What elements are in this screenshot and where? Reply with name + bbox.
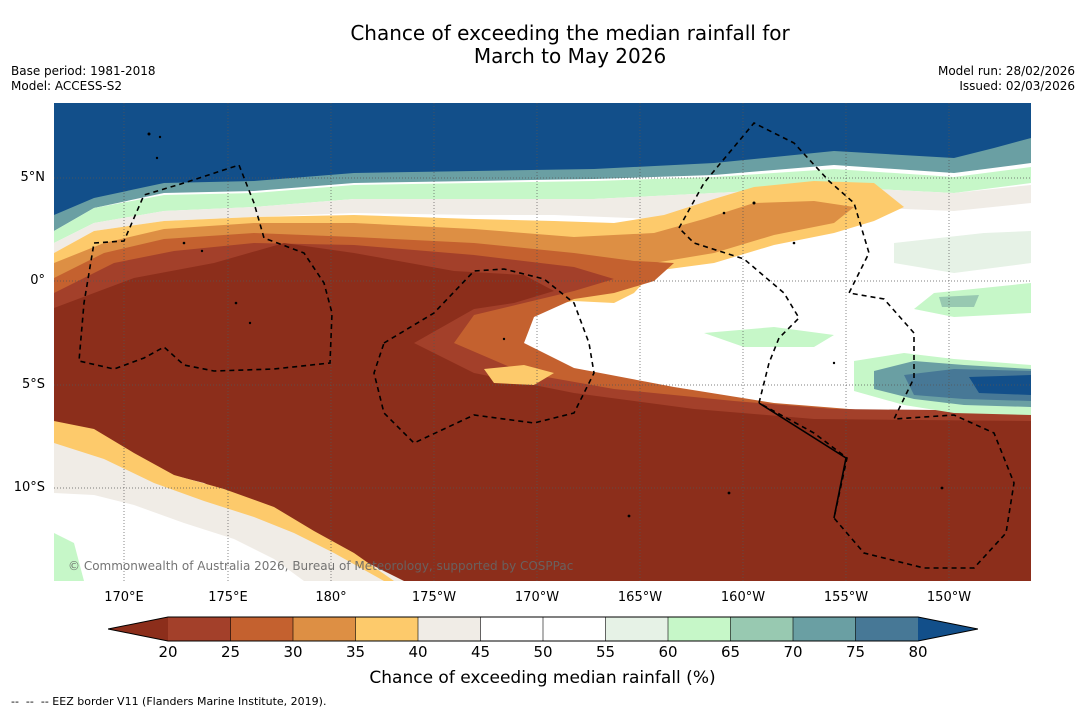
- lon-label-170w: 170°W: [514, 590, 560, 605]
- band-north-80: [54, 103, 1031, 215]
- colorbar-tick: 65: [720, 643, 741, 661]
- island: [234, 301, 238, 305]
- issued-date: Issued: 02/03/2026: [959, 79, 1075, 93]
- model-name: Model: ACCESS-S2: [11, 79, 123, 93]
- colorbar-tick: 70: [783, 643, 803, 661]
- colorbar-tick: 40: [408, 643, 428, 661]
- map-title: Chance of exceeding the median rainfall …: [0, 22, 1085, 68]
- sw-lobe-white: [54, 493, 304, 581]
- colorbar-bin: [730, 617, 793, 641]
- colorbar-bin: [855, 617, 918, 641]
- run-info: Model run: 28/02/2026 Issued: 02/03/2026: [938, 64, 1075, 94]
- colorbar-bin: [480, 617, 543, 641]
- lat-label-0: 0°: [30, 273, 45, 288]
- colorbar-bin: [168, 617, 231, 641]
- lon-label-165w: 165°W: [617, 590, 663, 605]
- lon-label-175e: 175°E: [208, 590, 248, 605]
- island: [200, 249, 204, 253]
- copyright-text: © Commonwealth of Australia 2026, Bureau…: [68, 559, 574, 573]
- rainfall-map: © Commonwealth of Australia 2026, Bureau…: [54, 103, 1031, 581]
- island: [832, 361, 836, 365]
- island: [752, 201, 756, 205]
- island: [182, 241, 186, 245]
- island: [940, 486, 944, 490]
- colorbar-tick: 30: [283, 643, 303, 661]
- island: [158, 135, 162, 139]
- island: [155, 156, 159, 160]
- lon-label-155w: 155°W: [823, 590, 869, 605]
- band-below-20: [54, 243, 1031, 581]
- lon-label-170e: 170°E: [104, 590, 144, 605]
- island: [792, 241, 796, 245]
- title-line-1: Chance of exceeding the median rainfall …: [350, 21, 790, 45]
- eez-kiribati-gilbert: [78, 164, 333, 372]
- lat-label-10s: 10°S: [13, 480, 45, 495]
- lat-label-5s: 5°S: [21, 377, 45, 392]
- east-streak-55: [894, 231, 1031, 273]
- lat-label-5n: 5°N: [20, 170, 46, 185]
- island: [727, 491, 731, 495]
- colorbar-tick: 60: [658, 643, 678, 661]
- colorbar-bin: [230, 617, 293, 641]
- eez-solid-segment: [758, 402, 847, 519]
- colorbar-bin: [355, 617, 418, 641]
- lon-label-150w: 150°W: [926, 590, 972, 605]
- island: [147, 132, 151, 136]
- colorbar: [107, 615, 979, 643]
- lon-label-180: 180°: [315, 590, 347, 605]
- colorbar-bin: [418, 617, 481, 641]
- colorbar-bin: [605, 617, 668, 641]
- colorbar-tick: 25: [220, 643, 241, 661]
- colorbar-below: [108, 617, 168, 641]
- colorbar-tick: 75: [845, 643, 866, 661]
- colorbar-tick: 50: [533, 643, 553, 661]
- colorbar-bin: [543, 617, 606, 641]
- lon-label-175w: 175°W: [411, 590, 457, 605]
- base-period: Base period: 1981-2018: [11, 64, 156, 78]
- model-run-date: Model run: 28/02/2026: [937, 64, 1075, 78]
- colorbar-bin: [793, 617, 856, 641]
- eez-footnote: -- -- -- EEZ border V11 (Flanders Marine…: [11, 695, 327, 708]
- colorbar-above: [918, 617, 978, 641]
- island: [722, 211, 726, 215]
- central-patch-yellow: [484, 365, 554, 385]
- sw-lobe-60: [54, 533, 84, 581]
- sw-lobe-35: [54, 421, 394, 581]
- island: [502, 337, 506, 341]
- east-streak-60b: [704, 327, 834, 347]
- colorbar-bin: [293, 617, 356, 641]
- lon-label-160w: 160°W: [720, 590, 766, 605]
- colorbar-label: Chance of exceeding median rainfall (%): [369, 668, 716, 688]
- title-line-2: March to May 2026: [473, 44, 667, 68]
- colorbar-tick: 35: [345, 643, 366, 661]
- east-streak-65: [939, 295, 979, 307]
- model-info: Base period: 1981-2018 Model: ACCESS-S2: [11, 64, 156, 94]
- eez-kiribati-line: [678, 122, 1015, 569]
- colorbar-tick: 55: [595, 643, 616, 661]
- island: [627, 514, 631, 518]
- colorbar-bin: [668, 617, 731, 641]
- eez-tokelau: [373, 268, 595, 444]
- colorbar-tick: 20: [158, 643, 178, 661]
- central-patch-white: [574, 337, 754, 385]
- colorbar-tick: 80: [908, 643, 928, 661]
- colorbar-tick: 45: [470, 643, 491, 661]
- island: [248, 321, 252, 325]
